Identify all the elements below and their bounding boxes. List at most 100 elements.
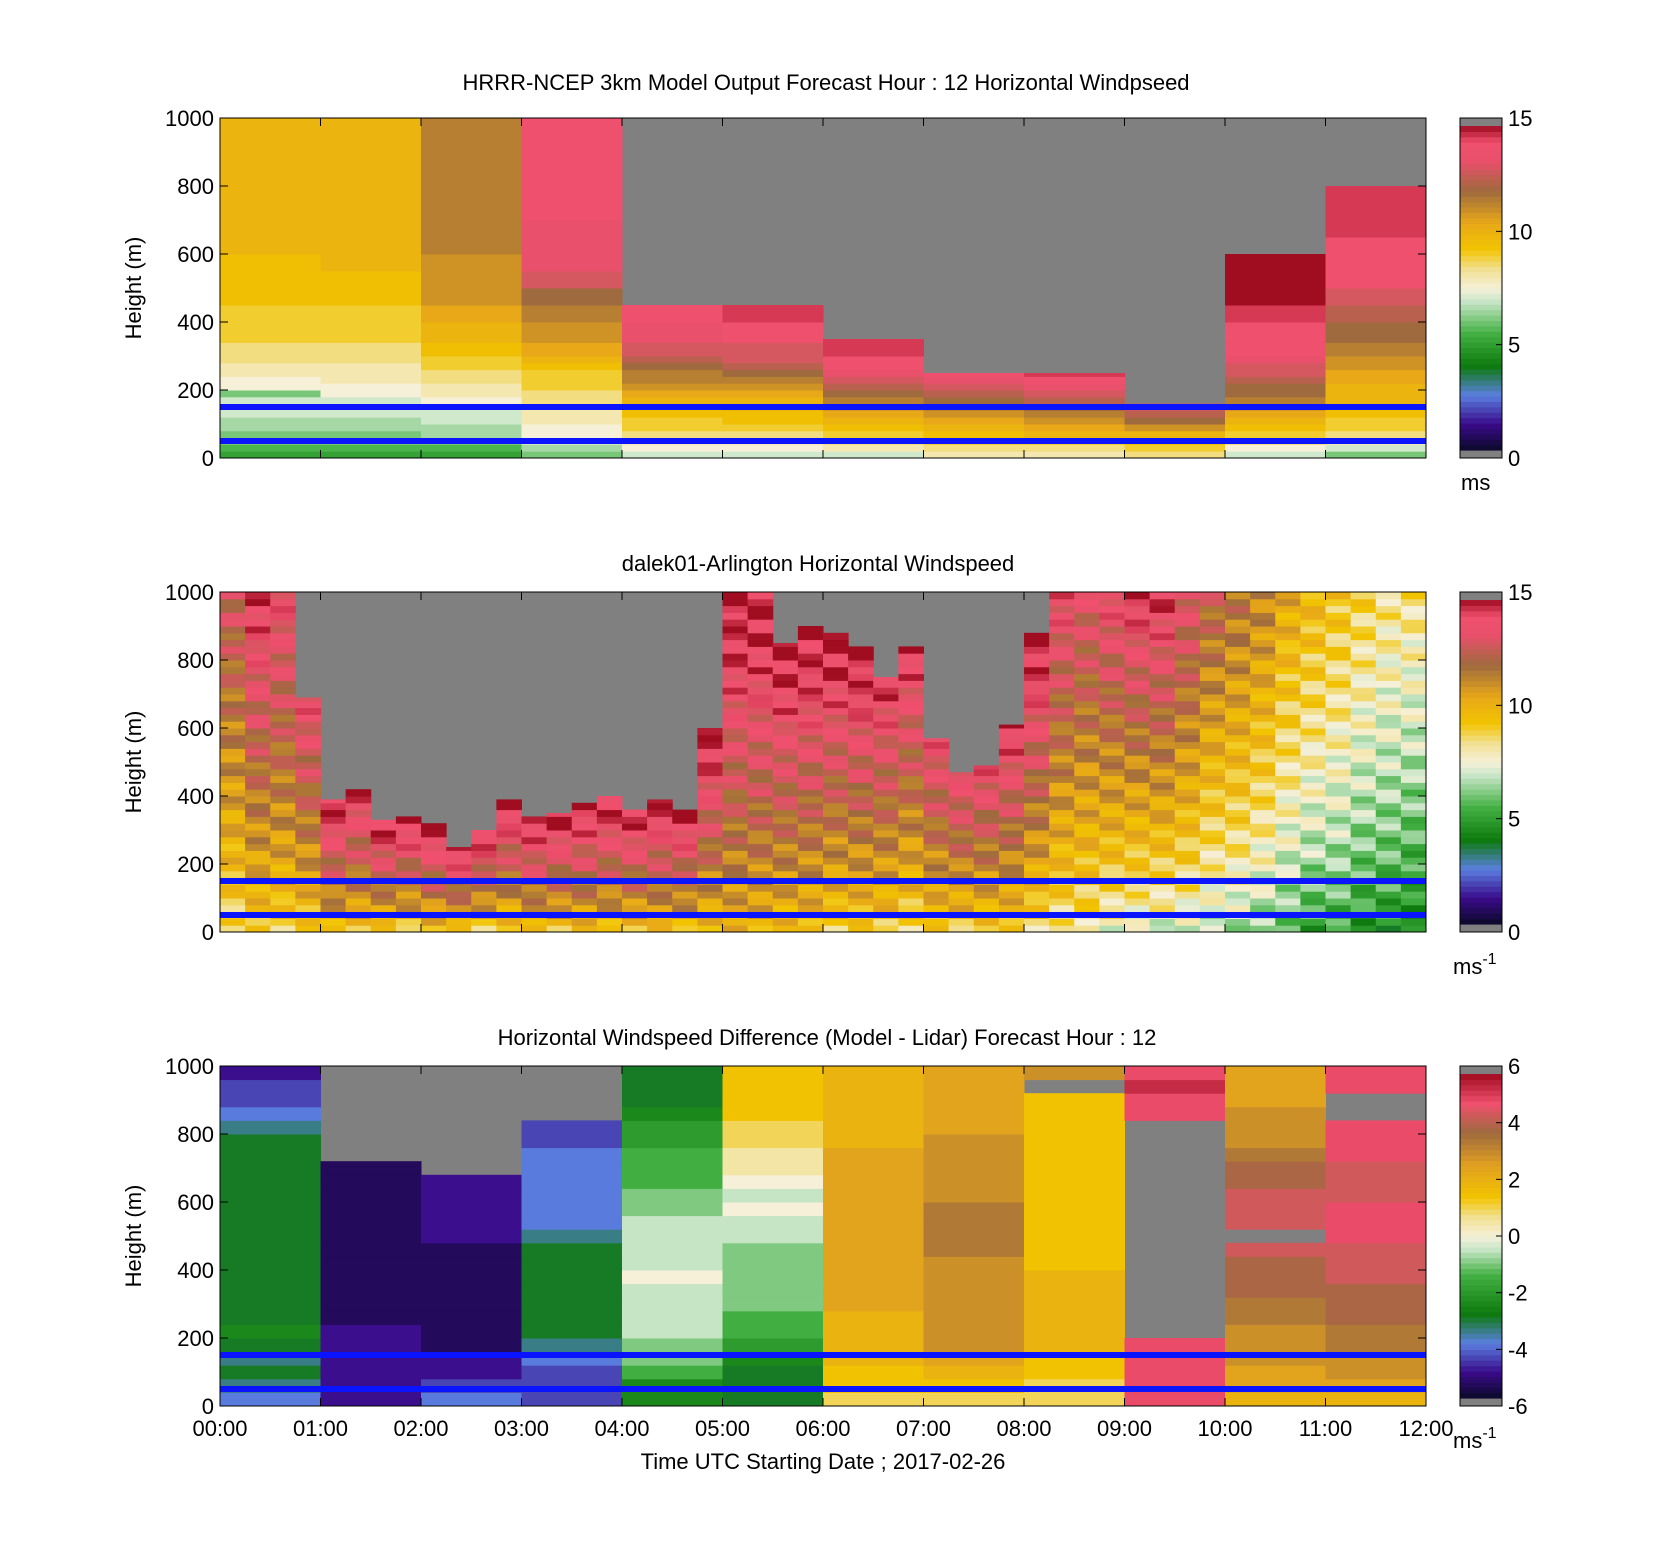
heatmap-cell <box>1350 884 1377 892</box>
heatmap-cell <box>823 857 849 865</box>
heatmap-cell <box>772 843 799 851</box>
heatmap-cell <box>923 1297 1025 1312</box>
heatmap-cell <box>1099 850 1125 858</box>
heatmap-cell <box>1149 734 1176 743</box>
heatmap-cell <box>270 741 296 749</box>
heatmap-cell <box>1225 1270 1326 1285</box>
heatmap-cell <box>697 728 723 736</box>
heatmap-cell <box>722 694 749 702</box>
heatmap-cell <box>1350 626 1377 634</box>
heatmap-cell <box>571 802 598 811</box>
heatmap-cell <box>220 1066 321 1081</box>
heatmap-cell <box>1049 898 1075 906</box>
heatmap-cell <box>1174 898 1201 906</box>
colorbar-swatch <box>1460 880 1502 887</box>
heatmap-cell <box>722 816 749 824</box>
heatmap-cell <box>395 857 422 865</box>
heatmap-cell <box>1325 843 1352 851</box>
heatmap-cell <box>596 830 623 838</box>
heatmap-cell <box>521 444 623 452</box>
heatmap-cell <box>1300 612 1326 620</box>
colorbar-swatch <box>1460 816 1502 822</box>
heatmap-cell <box>898 734 924 743</box>
heatmap-cell <box>1049 653 1075 661</box>
heatmap-cell <box>898 653 924 661</box>
heatmap-cell <box>1174 680 1201 688</box>
heatmap-cell <box>270 639 296 647</box>
heatmap-cell <box>596 925 623 933</box>
heatmap-cell <box>672 816 698 824</box>
heatmap-cell <box>1250 707 1276 715</box>
heatmap-cell <box>948 796 975 804</box>
heatmap-cell <box>1375 816 1402 824</box>
heatmap-cell <box>1250 660 1276 668</box>
heatmap-cell <box>496 823 522 831</box>
heatmap-cell <box>1275 782 1301 790</box>
heatmap-cell <box>923 1134 1025 1149</box>
heatmap-cell <box>1199 666 1226 675</box>
heatmap-cell <box>295 775 321 783</box>
heatmap-cell <box>1199 748 1226 756</box>
colorbar-swatch <box>1460 428 1502 435</box>
heatmap-cell <box>797 646 824 654</box>
heatmap-cell <box>421 362 522 371</box>
heatmap-cell <box>1199 612 1226 620</box>
heatmap-cell <box>1149 843 1176 851</box>
heatmap-cell <box>446 925 472 933</box>
heatmap-cell <box>220 707 246 715</box>
colorbar-swatch <box>1460 1392 1502 1399</box>
heatmap-cell <box>1275 687 1301 695</box>
heatmap-cell <box>823 1066 924 1081</box>
colorbar-swatch <box>1460 1090 1502 1097</box>
heatmap-cell <box>1225 809 1251 817</box>
heatmap-cell <box>797 626 824 634</box>
heatmap-cell <box>1199 632 1226 641</box>
heatmap-cell <box>245 605 271 613</box>
heatmap-cell <box>722 1229 824 1244</box>
heatmap-cell <box>1149 809 1176 817</box>
heatmap-cell <box>220 186 321 221</box>
heatmap-cell <box>270 898 296 906</box>
heatmap-cell <box>722 639 749 647</box>
heatmap-cell <box>1350 782 1377 790</box>
heatmap-cell <box>220 322 321 343</box>
heatmap-cell <box>848 768 874 777</box>
heatmap-cell <box>622 1242 723 1257</box>
heatmap-cell <box>320 1242 422 1257</box>
heatmap-cell <box>772 789 799 797</box>
heatmap-cell <box>873 864 899 872</box>
heatmap-cell <box>1325 1066 1427 1081</box>
heatmap-cell <box>923 836 950 845</box>
heatmap-cell <box>747 904 774 913</box>
heatmap-cell <box>1199 830 1226 838</box>
x-tick-label: 05:00 <box>695 1416 750 1441</box>
colorbar-swatch <box>1460 826 1502 833</box>
heatmap-cell <box>1225 632 1251 641</box>
heatmap-cell <box>521 322 623 343</box>
heatmap-cell <box>973 857 1000 865</box>
colorbar-swatch <box>1460 681 1502 687</box>
heatmap-cell <box>1149 592 1176 600</box>
heatmap-cell <box>823 369 924 377</box>
heatmap-cell <box>1074 707 1100 715</box>
heatmap-cell <box>823 809 849 817</box>
heatmap-cell <box>320 1161 422 1176</box>
heatmap-cell <box>622 843 648 851</box>
heatmap-cell <box>1199 775 1226 783</box>
heatmap-cell <box>370 891 397 899</box>
heatmap-cell <box>998 850 1025 858</box>
heatmap-cell <box>596 918 623 926</box>
heatmap-cell <box>1199 728 1226 736</box>
heatmap-cell <box>320 1215 422 1230</box>
heatmap-cell <box>1024 830 1050 838</box>
colorbar-swatch <box>1460 336 1502 343</box>
heatmap-cell <box>1149 639 1176 647</box>
heatmap-cell <box>873 775 899 783</box>
heatmap-cell <box>1074 884 1100 892</box>
heatmap-cell <box>1149 857 1176 865</box>
heatmap-cell <box>1199 639 1226 647</box>
heatmap-cell <box>521 891 548 899</box>
heatmap-cell <box>1375 646 1402 654</box>
heatmap-cell <box>1199 734 1226 743</box>
heatmap-cell <box>1124 1079 1226 1094</box>
